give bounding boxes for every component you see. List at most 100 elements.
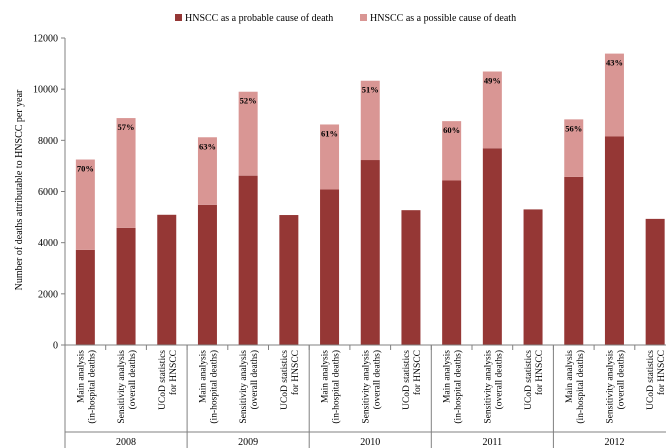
category-label: Main analysis (in-hospital deaths)	[321, 350, 342, 424]
category-label-line: Main analysis	[321, 350, 331, 403]
bar-probable	[320, 189, 340, 345]
category-label-line: (overall deaths)	[493, 350, 504, 409]
category-label: Sensitivity analysis (overall deaths)	[483, 350, 504, 424]
category-label-line: (overall deaths)	[371, 350, 382, 409]
category-label-line: for HNSCC	[534, 350, 545, 395]
percent-label: 51%	[362, 85, 379, 95]
category-label-line: UCoD statistics	[524, 350, 534, 410]
category-label-line: Main analysis	[443, 350, 453, 403]
bar-possible	[75, 159, 95, 250]
bar-probable	[157, 214, 177, 345]
y-tick-label: 8000	[38, 136, 58, 147]
category-label-line: UCoD statistics	[280, 350, 290, 410]
percent-label: 49%	[484, 76, 501, 86]
category-label-line: Sensitivity analysis	[239, 350, 249, 424]
year-label: 2010	[360, 437, 380, 448]
y-axis: 0 2000 4000 6000 8000 10000 12000	[33, 34, 66, 352]
percent-label: 43%	[606, 58, 623, 68]
category-label: UCoD statistics for HNSCC	[524, 350, 545, 410]
category-label: UCoD statistics for HNSCC	[402, 350, 423, 410]
bar-probable	[197, 204, 217, 345]
y-tick-label: 0	[53, 341, 58, 352]
bar-probable	[401, 210, 421, 345]
percent-label: 70%	[77, 164, 94, 174]
bar-probable	[645, 218, 665, 345]
category-label-line: Sensitivity analysis	[117, 350, 127, 424]
category-label-line: Main analysis	[565, 350, 575, 403]
category-label-line: UCoD statistics	[158, 350, 168, 410]
category-label-line: Main analysis	[198, 350, 208, 403]
category-label: UCoD statistics for HNSCC	[646, 350, 666, 410]
category-label: Sensitivity analysis (overall deaths)	[239, 350, 260, 424]
bar-probable	[564, 176, 584, 345]
category-label-line: Sensitivity analysis	[361, 350, 371, 424]
percent-label: 61%	[321, 128, 338, 138]
y-tick-label: 6000	[38, 187, 58, 198]
bar-probable	[442, 180, 462, 345]
category-label: Sensitivity analysis (overall deaths)	[117, 350, 138, 424]
legend-swatch	[175, 14, 182, 21]
y-tick-label: 4000	[38, 238, 58, 249]
category-label-line: UCoD statistics	[646, 350, 656, 410]
legend-label: HNSCC as a probable cause of death	[185, 13, 333, 24]
category-label: UCoD statistics for HNSCC	[158, 350, 179, 410]
category-label-line: for HNSCC	[656, 350, 666, 395]
year-label: 2009	[238, 437, 258, 448]
y-axis-label: Number of deaths attributable to HNSCC p…	[14, 89, 25, 290]
year-label: 2008	[116, 437, 136, 448]
percent-label: 52%	[240, 96, 257, 106]
category-label-line: (in-hospital deaths)	[208, 350, 219, 424]
category-label-line: (overall deaths)	[127, 350, 138, 409]
bar-probable	[75, 249, 95, 345]
bar-probable	[523, 209, 543, 345]
bar-possible	[197, 137, 217, 205]
y-tick-label: 12000	[33, 34, 58, 45]
legend: HNSCC as a probable cause of death HNSCC …	[175, 13, 516, 24]
category-label-line: Sensitivity analysis	[605, 350, 615, 424]
bar-probable	[604, 136, 624, 345]
category-label: Sensitivity analysis (overall deaths)	[361, 350, 382, 424]
y-tick-label: 2000	[38, 289, 58, 300]
category-label: Sensitivity analysis (overall deaths)	[605, 350, 626, 424]
bar-possible	[360, 80, 380, 161]
bar-possible	[564, 119, 584, 177]
bar-probable	[482, 148, 502, 345]
bar-possible	[482, 71, 502, 149]
percent-label: 60%	[443, 125, 460, 135]
category-label-line: (overall deaths)	[615, 350, 626, 409]
percent-label: 56%	[565, 123, 582, 133]
category-label: Main analysis (in-hospital deaths)	[198, 350, 219, 424]
bar-probable	[279, 215, 299, 345]
category-label-line: Sensitivity analysis	[483, 350, 493, 424]
bar-probable	[238, 175, 258, 345]
year-label: 2011	[483, 437, 503, 448]
category-label-line: Main analysis	[76, 350, 86, 403]
category-label-line: (in-hospital deaths)	[575, 350, 586, 424]
category-label: UCoD statistics for HNSCC	[280, 350, 301, 410]
bar-probable	[360, 160, 380, 345]
year-label: 2012	[604, 437, 624, 448]
category-label-line: (in-hospital deaths)	[86, 350, 97, 424]
category-label-line: for HNSCC	[168, 350, 179, 395]
legend-label: HNSCC as a possible cause of death	[370, 13, 516, 24]
category-label: Main analysis (in-hospital deaths)	[443, 350, 464, 424]
bar-possible	[116, 118, 136, 228]
category-label-line: UCoD statistics	[402, 350, 412, 410]
percent-label: 57%	[118, 122, 135, 132]
bar-possible	[442, 121, 462, 181]
category-label: Main analysis (in-hospital deaths)	[565, 350, 586, 424]
category-label-line: for HNSCC	[412, 350, 423, 395]
bars: 70% 57% 63% 52% 61% 51% 60% 49% 56% 43%	[75, 53, 665, 345]
bar-possible	[238, 91, 258, 176]
category-label-line: for HNSCC	[290, 350, 301, 395]
percent-label: 63%	[199, 141, 216, 151]
y-tick-label: 10000	[33, 85, 58, 96]
category-label-line: (in-hospital deaths)	[453, 350, 464, 424]
category-label-line: (overall deaths)	[249, 350, 260, 409]
bar-possible	[604, 53, 624, 137]
category-label-line: (in-hospital deaths)	[331, 350, 342, 424]
bar-possible	[320, 124, 340, 190]
category-label: Main analysis (in-hospital deaths)	[76, 350, 97, 424]
x-axis: Main analysis (in-hospital deaths) Sensiti…	[64, 344, 666, 448]
